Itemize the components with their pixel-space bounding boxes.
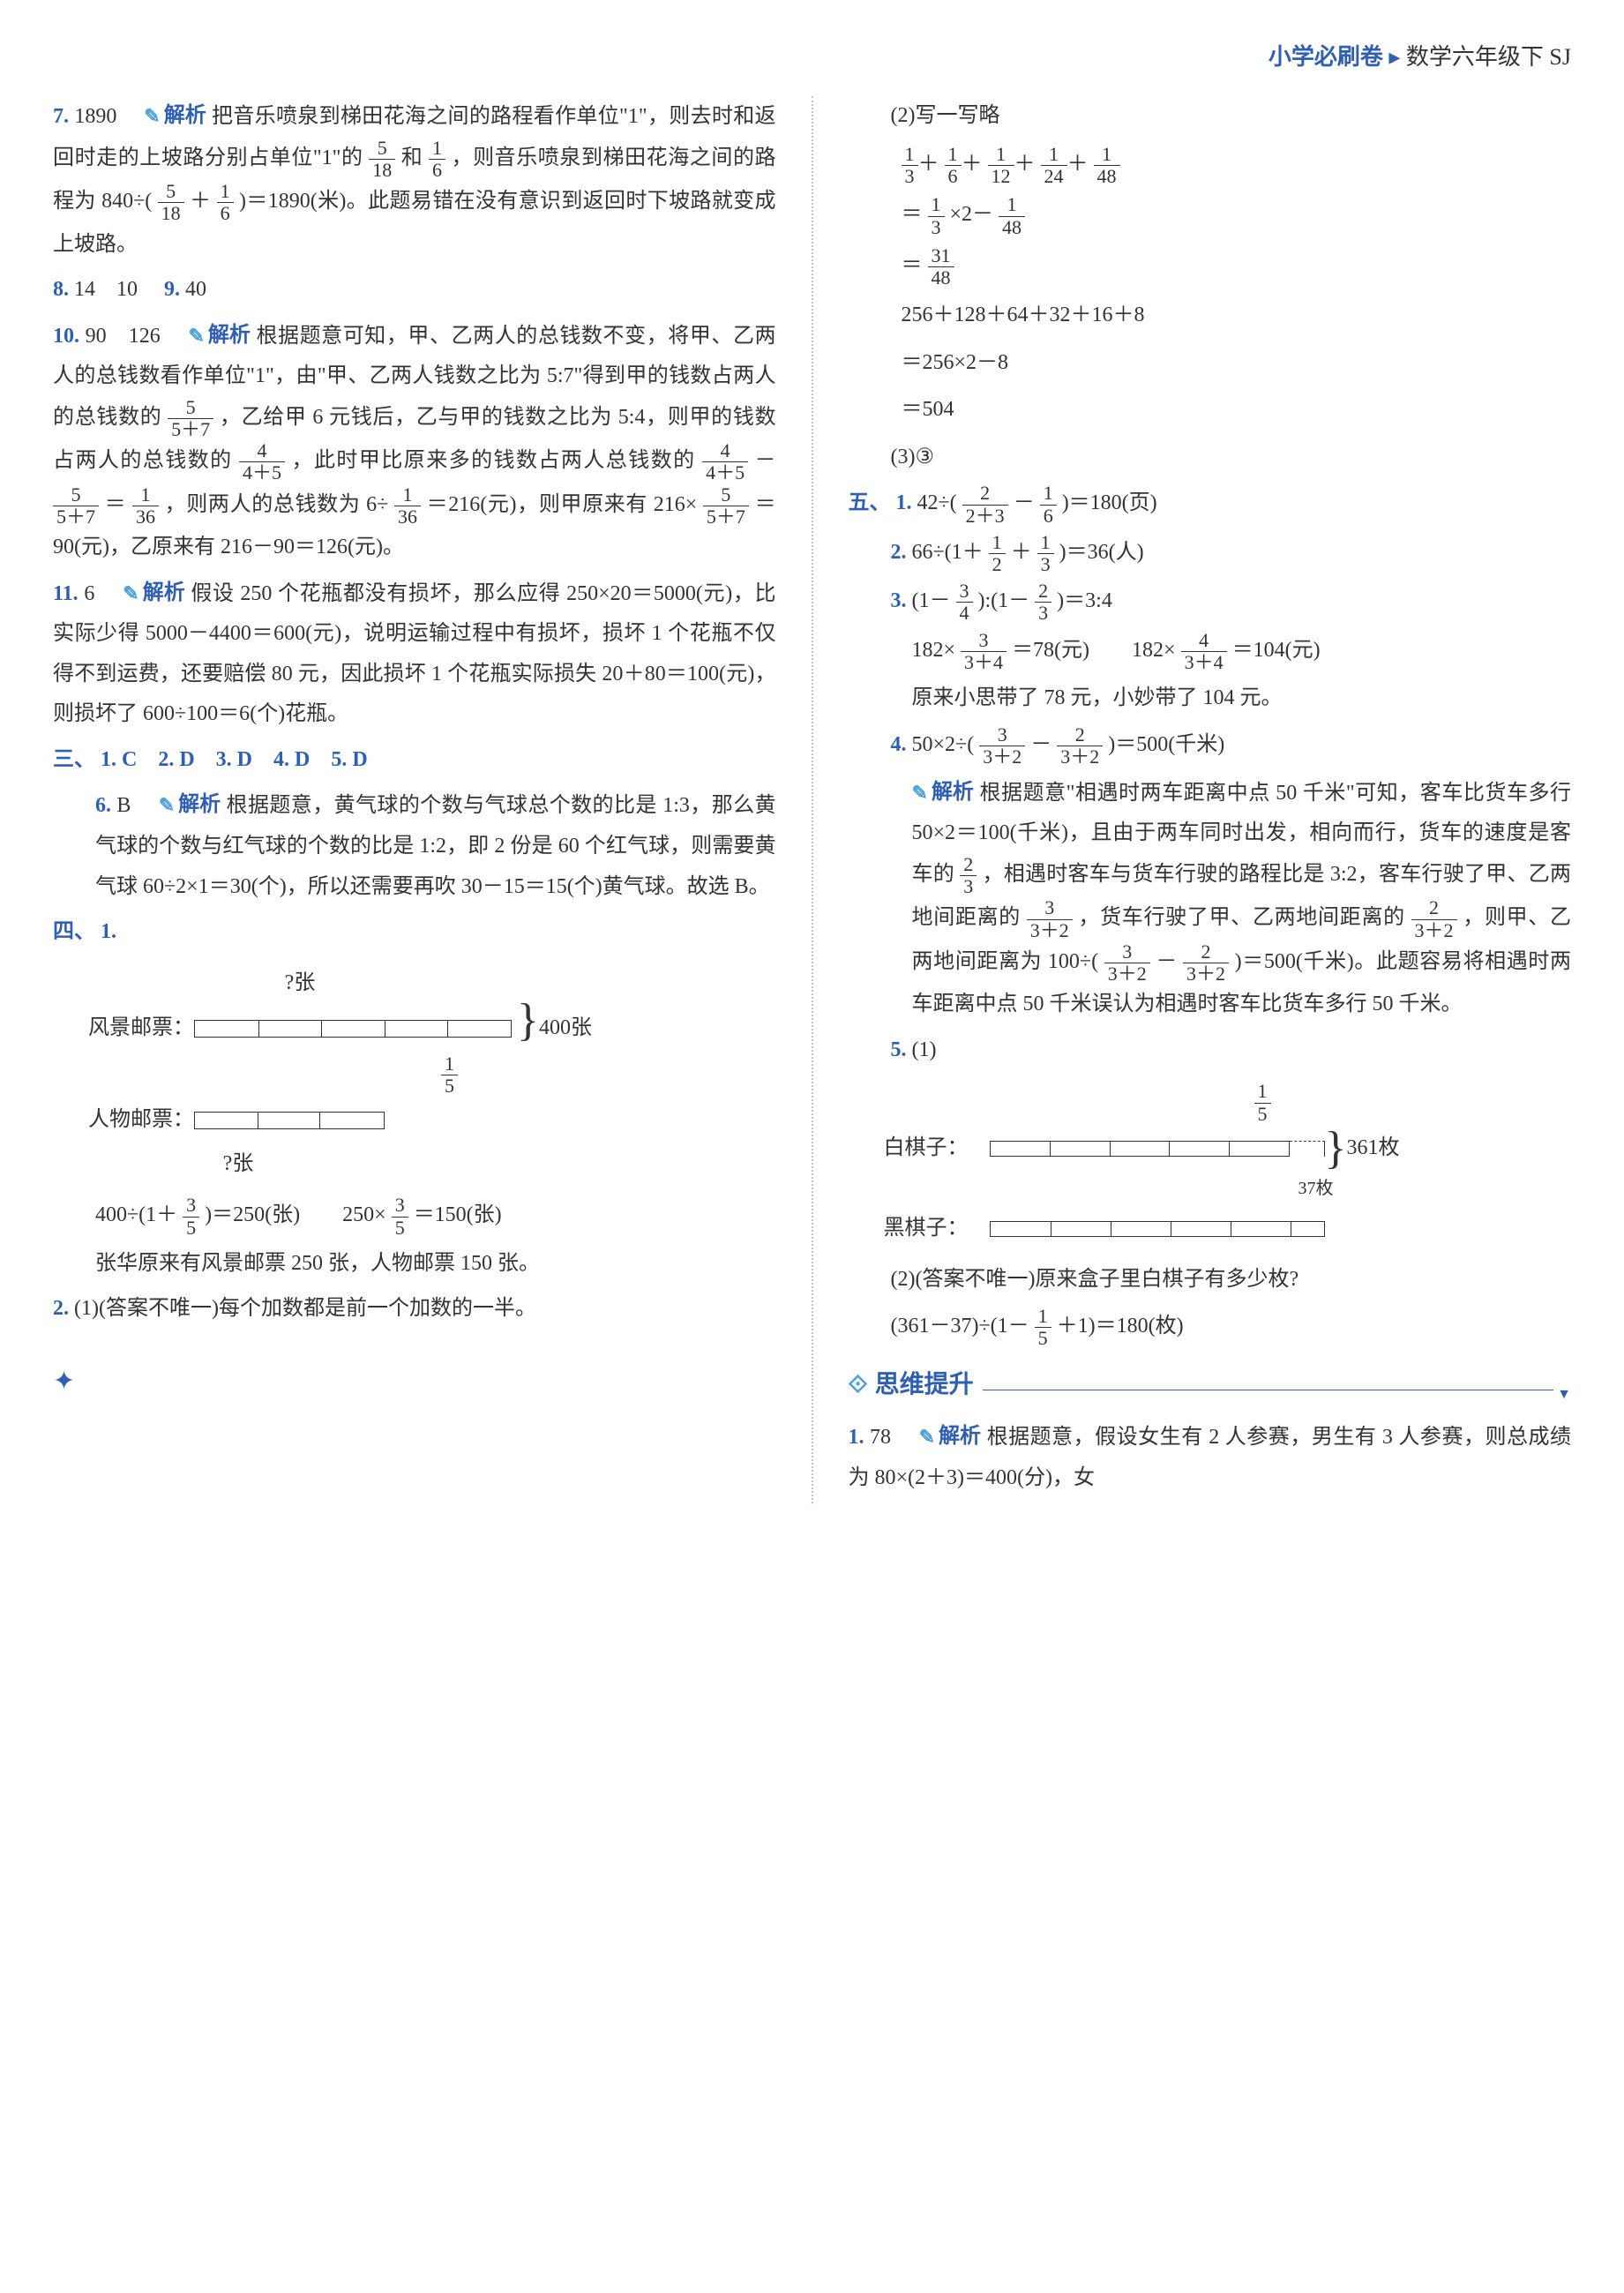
frac-sum: 13＋ 16＋ 112＋ 124＋ 148: [902, 144, 1572, 187]
brand-text: 小学必刷卷: [1269, 44, 1383, 70]
thinking-rise-title: 思维提升 ▼: [849, 1361, 1572, 1408]
subject-text: 数学六年级下 SJ: [1406, 44, 1571, 70]
analysis-icon: 解析: [123, 573, 184, 614]
q10: 10. 90 126 解析 根据题意可知，甲、乙两人的总钱数不变，将甲、乙两人的…: [53, 316, 776, 568]
r2-2-label: (2)写一写略: [849, 96, 1572, 137]
q4-1-calc: 400÷(1＋ 35 )＝250(张) 250× 35 ＝150(张): [53, 1195, 776, 1238]
section-5: 五、 1. 42÷( 22＋3 － 16 )＝180(页): [849, 483, 1572, 526]
section-4: 四、 1.: [53, 912, 776, 953]
content-columns: 7. 1890 解析 把音乐喷泉到梯田花海之间的路程看作单位"1"，则去时和返回…: [53, 96, 1571, 1503]
q4-2: 2. (1)(答案不唯一)每个加数都是前一个加数的一半。: [53, 1289, 776, 1330]
left-column: 7. 1890 解析 把音乐喷泉到梯田花海之间的路程看作单位"1"，则去时和返回…: [53, 96, 776, 1503]
stamp-diagram: ?张 风景邮票： } 400张 15 人物邮票： ?张: [88, 963, 776, 1185]
analysis-icon: 解析: [919, 1417, 981, 1457]
q8-q9: 8. 14 10 9. 40: [53, 270, 776, 311]
analysis-icon: 解析: [912, 773, 974, 813]
analysis-icon: 解析: [159, 785, 221, 826]
analysis-icon: 解析: [144, 96, 206, 137]
analysis-icon: 解析: [188, 316, 250, 356]
corner-star-icon: ✦: [53, 1356, 776, 1406]
q5-4: 4. 50×2÷( 33＋2 － 23＋2 )＝500(千米): [849, 724, 1572, 768]
rise-q1: 1. 78 解析 根据题意，假设女生有 2 人参赛，男生有 3 人参赛，则总成绩…: [849, 1417, 1572, 1498]
chess-diagram: 15 白棋子： } 361枚 37枚 黑棋子：: [884, 1081, 1572, 1249]
q3-6: 6. B 解析 根据题意，黄气球的个数与气球总个数的比是 1:3，那么黄气球的个…: [53, 785, 776, 907]
page-header: 小学必刷卷 ▸ 数学六年级下 SJ: [53, 35, 1571, 79]
column-divider: [812, 96, 813, 1503]
arrow-icon: ▸: [1388, 44, 1400, 70]
section-3: 三、 1. C 2. D 3. D 4. D 5. D: [53, 740, 776, 781]
right-column: (2)写一写略 13＋ 16＋ 112＋ 124＋ 148 ＝ 13 ×2－ 1…: [849, 96, 1572, 1503]
q11: 11. 6 解析 假设 250 个花瓶都没有损坏，那么应得 250×20＝500…: [53, 573, 776, 735]
q4-1-sum: 张华原来有风景邮票 250 张，人物邮票 150 张。: [53, 1244, 776, 1285]
q7: 7. 1890 解析 把音乐喷泉到梯田花海之间的路程看作单位"1"，则去时和返回…: [53, 96, 776, 265]
q5-5: 5. (1): [849, 1030, 1572, 1071]
